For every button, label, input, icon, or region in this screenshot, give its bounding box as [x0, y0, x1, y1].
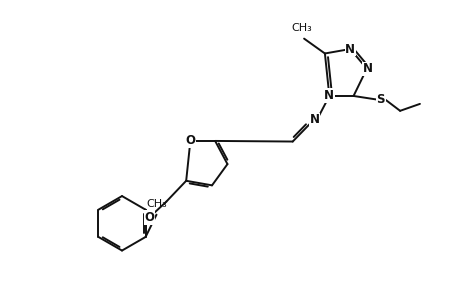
Text: N: N	[309, 113, 319, 126]
Text: N: N	[323, 89, 333, 102]
Text: CH₃: CH₃	[291, 23, 311, 33]
Text: N: N	[345, 43, 354, 56]
Text: O: O	[144, 211, 154, 224]
Text: N: N	[362, 62, 372, 75]
Text: CH₃: CH₃	[146, 199, 167, 209]
Text: S: S	[376, 93, 384, 106]
Text: O: O	[185, 134, 195, 147]
